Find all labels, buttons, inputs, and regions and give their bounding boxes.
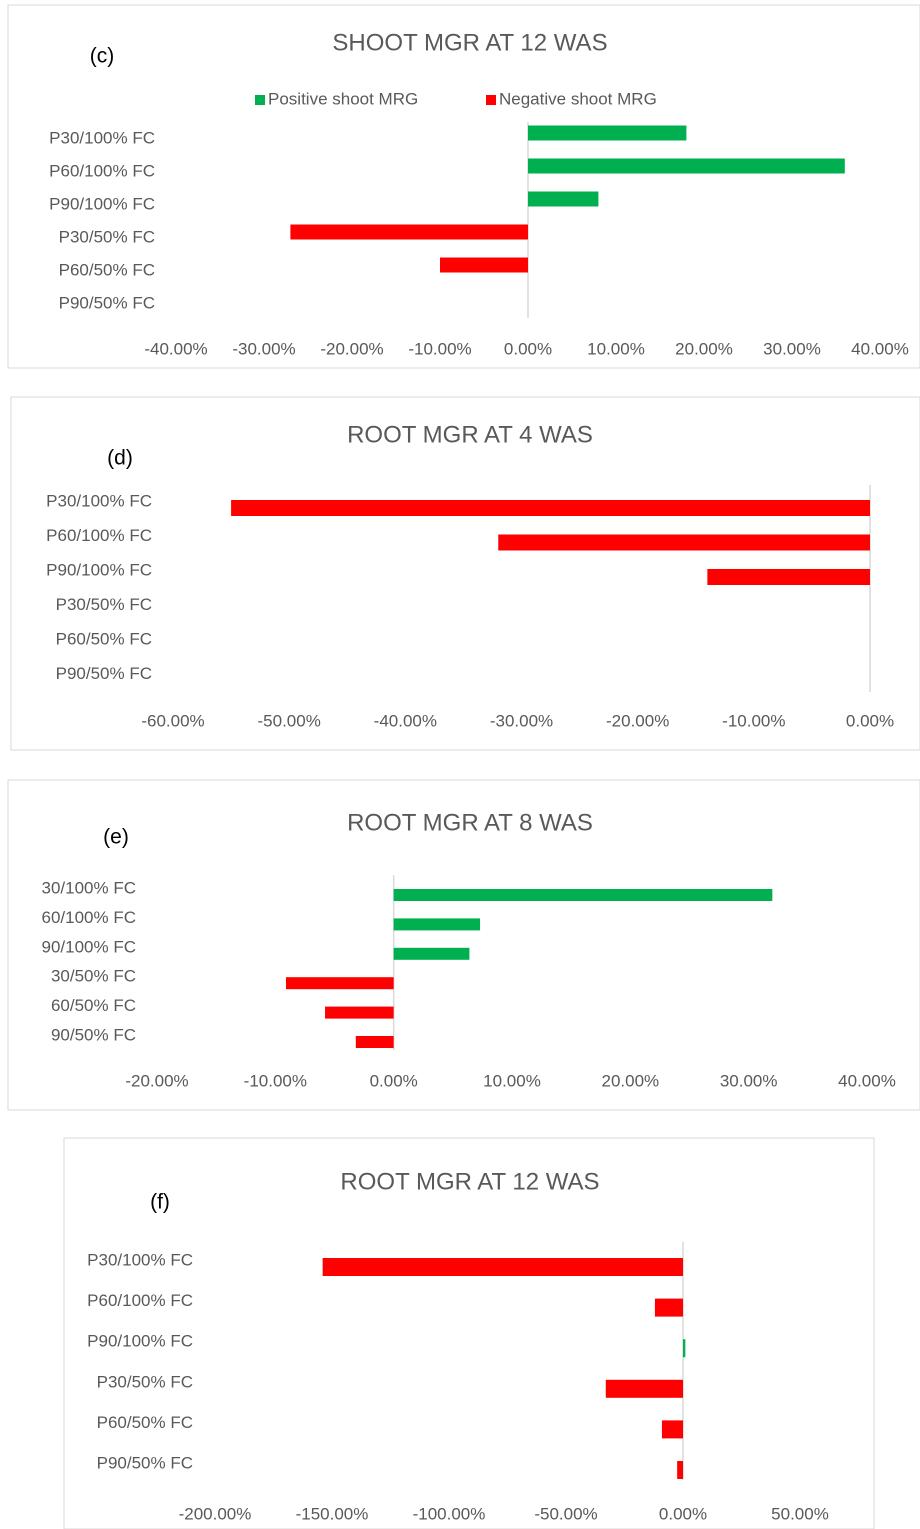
x-tick-label: 20.00% [675,339,733,358]
y-category-label: P60/50% FC [59,260,155,279]
bar [393,918,481,931]
chart-title: ROOT MGR AT 12 WAS [340,1168,599,1195]
y-category-label: 60/100% FC [42,908,137,927]
bar [683,1339,686,1358]
x-tick-label: 30.00% [720,1071,778,1090]
panel-label: (f) [150,1191,170,1214]
x-tick-label: -30.00% [490,711,553,730]
x-tick-label: -10.00% [722,711,785,730]
y-category-label: P30/100% FC [46,491,152,510]
y-category-label: P60/50% FC [56,629,152,648]
x-tick-label: -40.00% [374,711,437,730]
chart-title: ROOT MGR AT 4 WAS [347,421,593,448]
x-tick-label: -30.00% [232,339,295,358]
bar [707,569,870,585]
x-tick-label: -150.00% [296,1504,369,1523]
bar [231,500,871,516]
legend-swatch [486,95,496,105]
x-tick-label: 0.00% [504,339,552,358]
y-category-label: P30/100% FC [87,1250,193,1269]
chart-frame [7,779,920,1111]
y-category-label: P30/50% FC [97,1372,193,1391]
y-category-label: P60/50% FC [97,1413,193,1432]
y-category-label: P90/100% FC [46,560,152,579]
bar [528,191,599,207]
bar [322,1258,683,1276]
bar [285,977,394,990]
legend-swatch [255,95,265,105]
y-category-label: P30/50% FC [56,595,152,614]
y-category-label: P90/50% FC [59,293,155,312]
panel-label: (e) [103,826,129,849]
x-tick-label: 10.00% [587,339,645,358]
y-category-label: P90/100% FC [87,1332,193,1351]
chart-title: ROOT MGR AT 8 WAS [347,809,593,836]
y-category-label: 90/100% FC [42,937,137,956]
bar [393,889,773,901]
panel-label: (d) [107,447,133,470]
legend-label: Positive shoot MRG [268,89,418,108]
bar [605,1379,683,1398]
bar [528,158,845,174]
x-tick-label: 0.00% [846,711,894,730]
y-category-label: P60/100% FC [87,1291,193,1310]
x-tick-label: 0.00% [659,1504,707,1523]
bar [440,257,528,273]
x-tick-label: 0.00% [370,1071,418,1090]
y-category-label: P60/100% FC [46,526,152,545]
y-category-label: P30/50% FC [59,227,155,246]
y-category-label: P30/100% FC [49,128,155,147]
x-tick-label: -20.00% [320,339,383,358]
x-tick-label: -10.00% [244,1071,307,1090]
y-category-label: P90/50% FC [97,1453,193,1472]
x-tick-label: 10.00% [483,1071,541,1090]
y-category-label: P60/100% FC [49,161,155,180]
bar [355,1036,394,1048]
y-category-label: 60/50% FC [51,996,136,1015]
bar [290,224,528,240]
bar [677,1461,683,1479]
x-tick-label: -60.00% [141,711,204,730]
chart-frame [7,4,920,369]
x-tick-label: 20.00% [601,1071,659,1090]
x-tick-label: -20.00% [125,1071,188,1090]
chart-title: SHOOT MGR AT 12 WAS [332,29,607,56]
bar [528,125,687,141]
y-category-label: 90/50% FC [51,1025,136,1044]
x-tick-label: 30.00% [763,339,821,358]
bar [661,1420,683,1439]
x-tick-label: -50.00% [258,711,321,730]
x-tick-label: -100.00% [413,1504,486,1523]
y-category-label: 30/100% FC [42,878,137,897]
x-tick-label: -200.00% [179,1504,252,1523]
x-tick-label: -10.00% [408,339,471,358]
x-tick-label: -50.00% [534,1504,597,1523]
bar [654,1298,683,1317]
bar [325,1006,394,1019]
bar [393,947,470,960]
legend-label: Negative shoot MRG [499,89,657,108]
y-category-label: 30/50% FC [51,967,136,986]
bar [498,534,870,551]
chart-frame [63,1137,875,1529]
x-tick-label: 40.00% [838,1071,896,1090]
x-tick-label: -20.00% [606,711,669,730]
x-tick-label: 50.00% [771,1504,829,1523]
panel-label: (c) [90,45,115,68]
x-tick-label: -40.00% [144,339,207,358]
x-tick-label: 40.00% [851,339,909,358]
y-category-label: P90/50% FC [56,664,152,683]
y-category-label: P90/100% FC [49,194,155,213]
